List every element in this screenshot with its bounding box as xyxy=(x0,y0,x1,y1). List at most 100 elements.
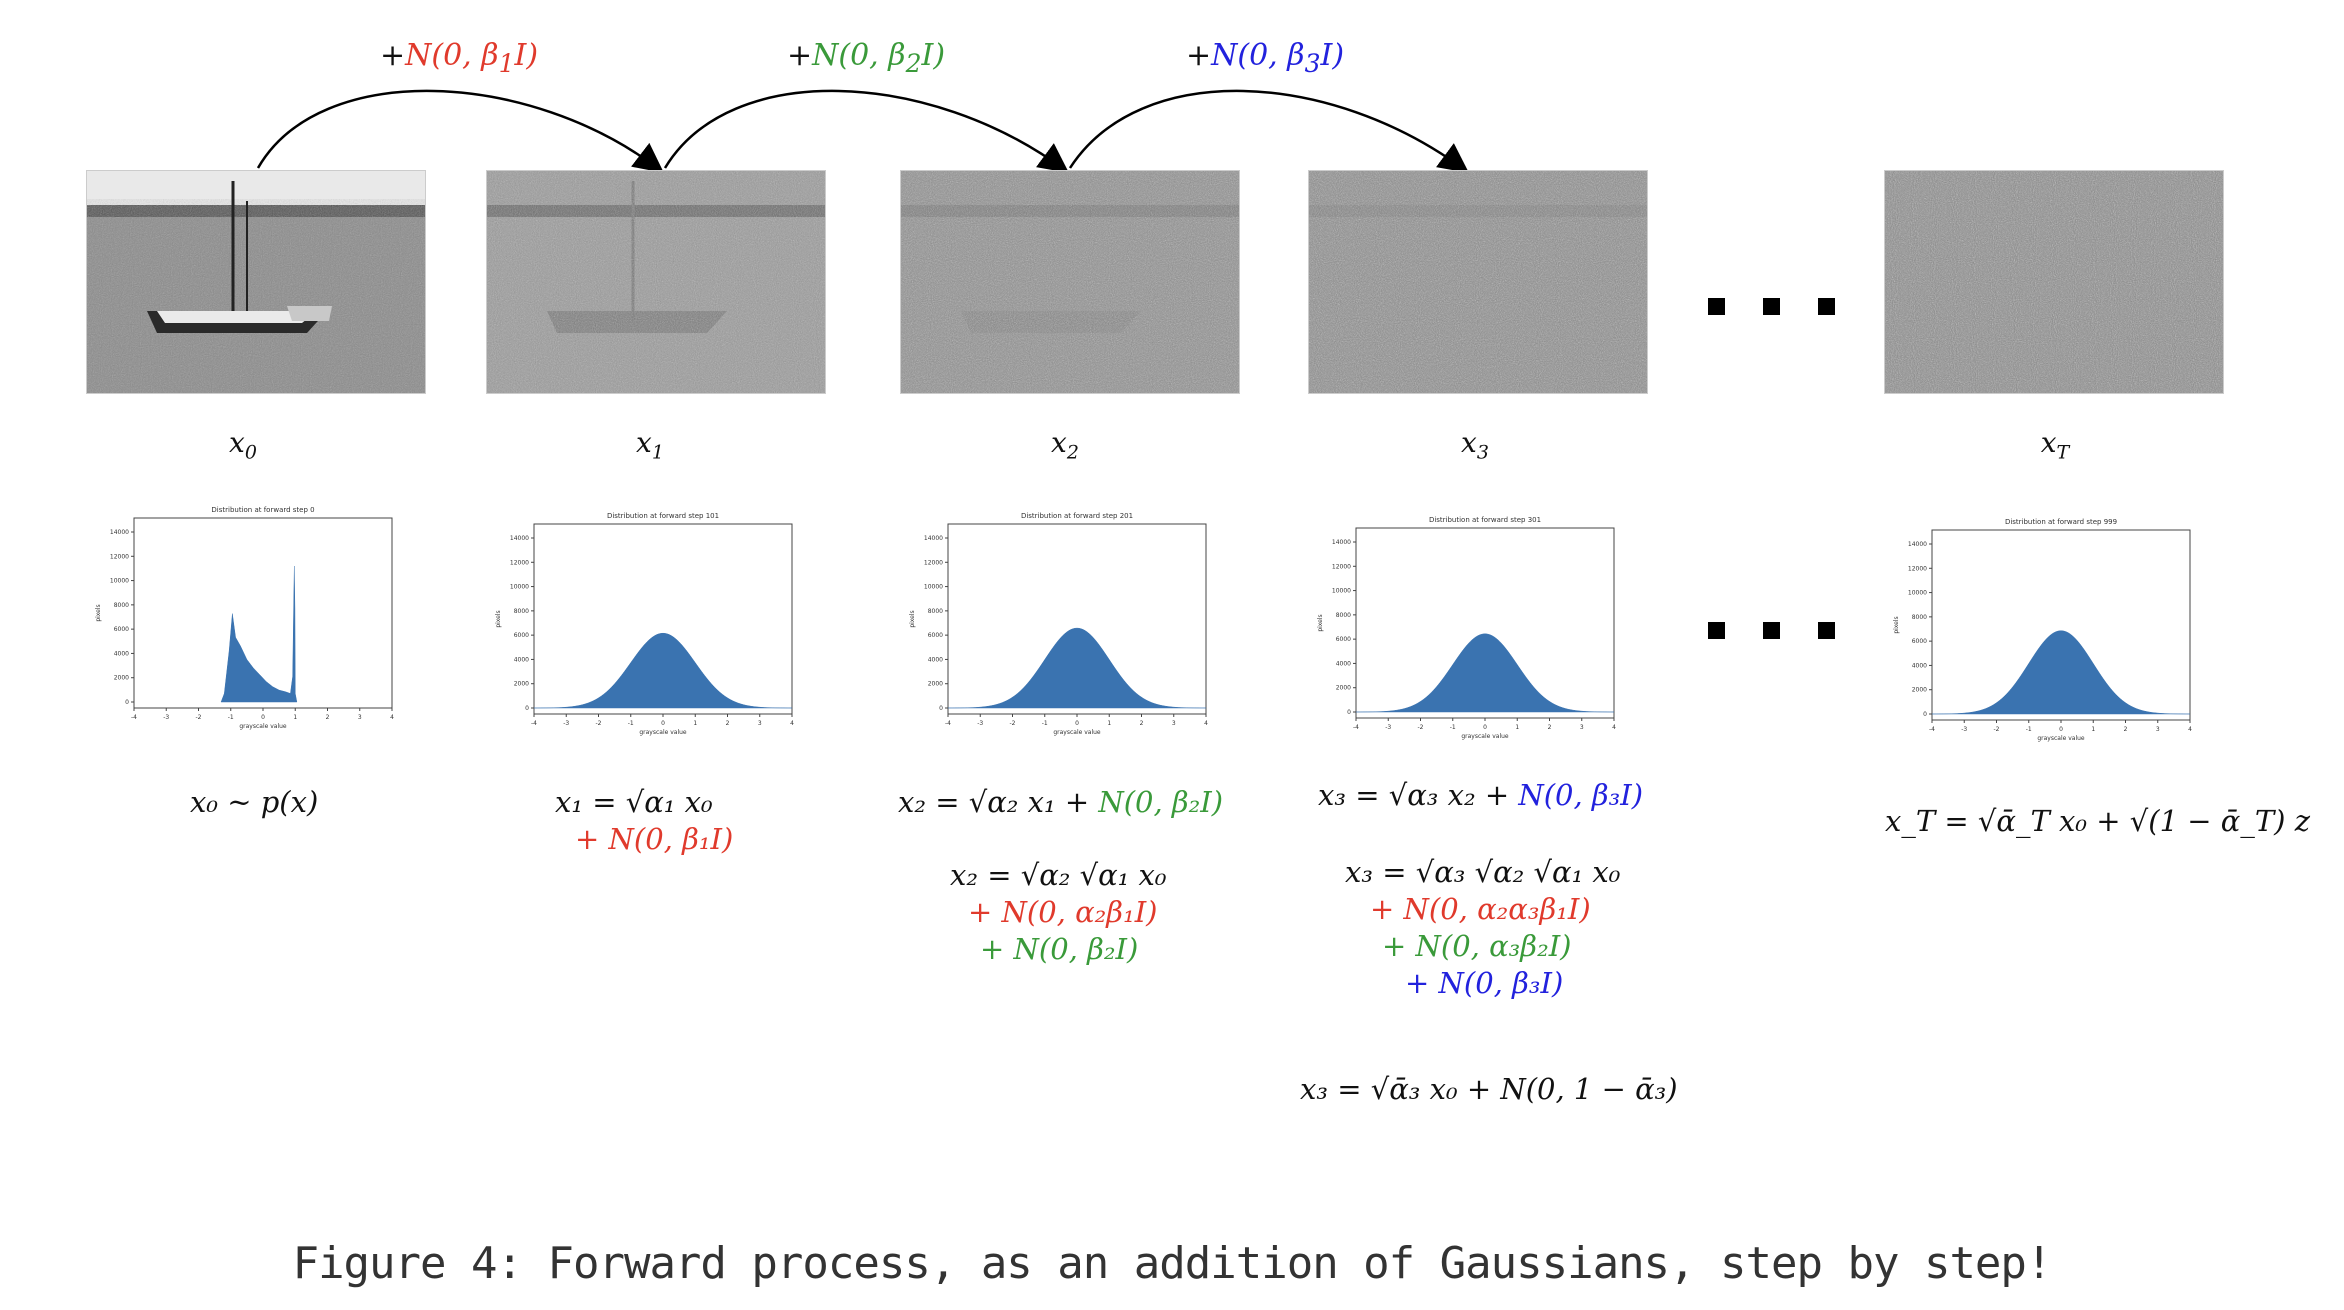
equation-x0: x₀ ~ p(x) xyxy=(190,785,319,819)
y-tick-label: 4000 xyxy=(114,650,129,657)
hist-bars xyxy=(1931,630,2191,715)
y-tick-label: 0 xyxy=(1347,709,1351,716)
x-tick-label: 1 xyxy=(1515,724,1519,731)
equation-x3-b: x₃ = √α₃ √α₂ √α₁ x₀ xyxy=(1345,855,1621,889)
x-tick-label: -3 xyxy=(1961,726,1967,733)
x-tick-label: -2 xyxy=(196,714,202,721)
x-tick-label: -4 xyxy=(945,720,951,727)
x-tick-label: 4 xyxy=(790,720,794,727)
equation-x3-closed-form: x₃ = √ᾱ₃ x₀ + N(0, 1 − ᾱ₃) xyxy=(1300,1072,1678,1106)
label-xT: xT xyxy=(2040,426,2070,464)
x-tick-label: 3 xyxy=(758,720,762,727)
equation-x1-b: + N(0, β₁I) xyxy=(575,822,734,856)
x-axis-label: grayscale value xyxy=(2037,735,2085,742)
hist-bars xyxy=(220,565,298,703)
x-tick-label: 0 xyxy=(261,714,265,721)
x-tick-label: 1 xyxy=(1107,720,1111,727)
hist-title: Distribution at forward step 101 xyxy=(607,512,719,520)
x-tick-label: -2 xyxy=(1994,726,2000,733)
y-tick-label: 10000 xyxy=(924,584,943,591)
image-xT-pure-noise xyxy=(1884,170,2224,394)
x-tick-label: 2 xyxy=(1548,724,1552,731)
hist-bars xyxy=(533,632,793,709)
hist-bars xyxy=(1355,633,1615,713)
image-x0-sailboat xyxy=(86,170,426,394)
x-tick-label: 3 xyxy=(1580,724,1584,731)
label-x1: x1 xyxy=(636,426,664,464)
x-tick-label: -2 xyxy=(1010,720,1016,727)
y-tick-label: 8000 xyxy=(928,608,943,615)
y-axis-label: pixels xyxy=(1893,616,1900,633)
y-tick-label: 6000 xyxy=(514,632,529,639)
x-tick-label: -1 xyxy=(1042,720,1048,727)
arrow-1 xyxy=(256,89,664,174)
y-tick-label: 6000 xyxy=(1336,636,1351,643)
x-tick-label: 4 xyxy=(2188,726,2192,733)
image-x2-noisy xyxy=(900,170,1240,394)
y-tick-label: 0 xyxy=(939,705,943,712)
x-tick-label: -3 xyxy=(977,720,983,727)
y-tick-label: 14000 xyxy=(510,535,529,542)
x-tick-label: 3 xyxy=(358,714,362,721)
y-tick-label: 0 xyxy=(525,705,529,712)
label-x0: x0 xyxy=(229,426,257,464)
x-tick-label: 1 xyxy=(2091,726,2095,733)
y-tick-label: 14000 xyxy=(924,535,943,542)
x-tick-label: -4 xyxy=(1353,724,1359,731)
y-tick-label: 12000 xyxy=(110,553,129,560)
x-tick-label: 2 xyxy=(1140,720,1144,727)
hist-title: Distribution at forward step 301 xyxy=(1429,516,1541,524)
y-tick-label: 2000 xyxy=(928,681,943,688)
y-tick-label: 10000 xyxy=(510,584,529,591)
y-tick-label: 12000 xyxy=(924,559,943,566)
equation-x2-c: + N(0, α₂β₁I) xyxy=(968,895,1158,929)
arrow-label-3: +N(0, β3I) xyxy=(1186,38,1345,78)
label-x2: x2 xyxy=(1051,426,1079,464)
y-tick-label: 12000 xyxy=(1332,563,1351,570)
x-tick-label: 2 xyxy=(726,720,730,727)
y-tick-label: 4000 xyxy=(1336,660,1351,667)
x-tick-label: -3 xyxy=(1385,724,1391,731)
equation-x2-a: x₂ = √α₂ x₁ + N(0, β₂I) xyxy=(898,785,1224,819)
y-tick-label: 0 xyxy=(125,699,129,706)
image-x1-noisy xyxy=(486,170,826,394)
image-x3-noisy xyxy=(1308,170,1648,394)
x-axis-label: grayscale value xyxy=(239,723,287,730)
equation-x1-a: x₁ = √α₁ x₀ xyxy=(555,785,713,819)
y-tick-label: 2000 xyxy=(1336,685,1351,692)
hist-title: Distribution at forward step 0 xyxy=(211,506,314,514)
y-axis-label: pixels xyxy=(95,604,102,621)
histogram-step-999: Distribution at forward step 999 0 2000 400… xyxy=(1893,518,2192,742)
hist-title: Distribution at forward step 999 xyxy=(2005,518,2117,526)
x-tick-label: -1 xyxy=(1450,724,1456,731)
y-axis-label: pixels xyxy=(909,610,916,627)
x-tick-label: -3 xyxy=(163,714,169,721)
x-tick-label: -2 xyxy=(1418,724,1424,731)
y-tick-label: 8000 xyxy=(514,608,529,615)
y-tick-label: 8000 xyxy=(1336,612,1351,619)
x-axis-label: grayscale value xyxy=(1053,729,1101,736)
y-tick-label: 6000 xyxy=(1912,638,1927,645)
y-tick-label: 14000 xyxy=(1908,541,1927,548)
histogram-step-301: Distribution at forward step 301 0 2000 400… xyxy=(1317,516,1616,740)
y-tick-label: 2000 xyxy=(114,675,129,682)
y-tick-label: 12000 xyxy=(1908,565,1927,572)
x-tick-label: 1 xyxy=(693,720,697,727)
figure-caption: Figure 4: Forward process, as an additio… xyxy=(292,1238,2053,1289)
histogram-step-101: Distribution at forward step 101 0 2000 400… xyxy=(495,512,794,736)
hist-bars xyxy=(947,627,1207,709)
x-tick-label: -2 xyxy=(596,720,602,727)
x-tick-label: -4 xyxy=(531,720,537,727)
x-tick-label: 4 xyxy=(390,714,394,721)
x-tick-label: 0 xyxy=(1075,720,1079,727)
y-tick-label: 4000 xyxy=(1912,662,1927,669)
y-tick-label: 6000 xyxy=(928,632,943,639)
y-tick-label: 14000 xyxy=(1332,539,1351,546)
x-tick-label: -4 xyxy=(131,714,137,721)
x-tick-label: -1 xyxy=(628,720,634,727)
y-tick-label: 10000 xyxy=(1332,588,1351,595)
x-tick-label: 0 xyxy=(1483,724,1487,731)
ellipsis-images xyxy=(1708,298,1835,315)
x-tick-label: 2 xyxy=(2124,726,2128,733)
equation-x3-c: + N(0, α₂α₃β₁I) xyxy=(1370,892,1591,926)
